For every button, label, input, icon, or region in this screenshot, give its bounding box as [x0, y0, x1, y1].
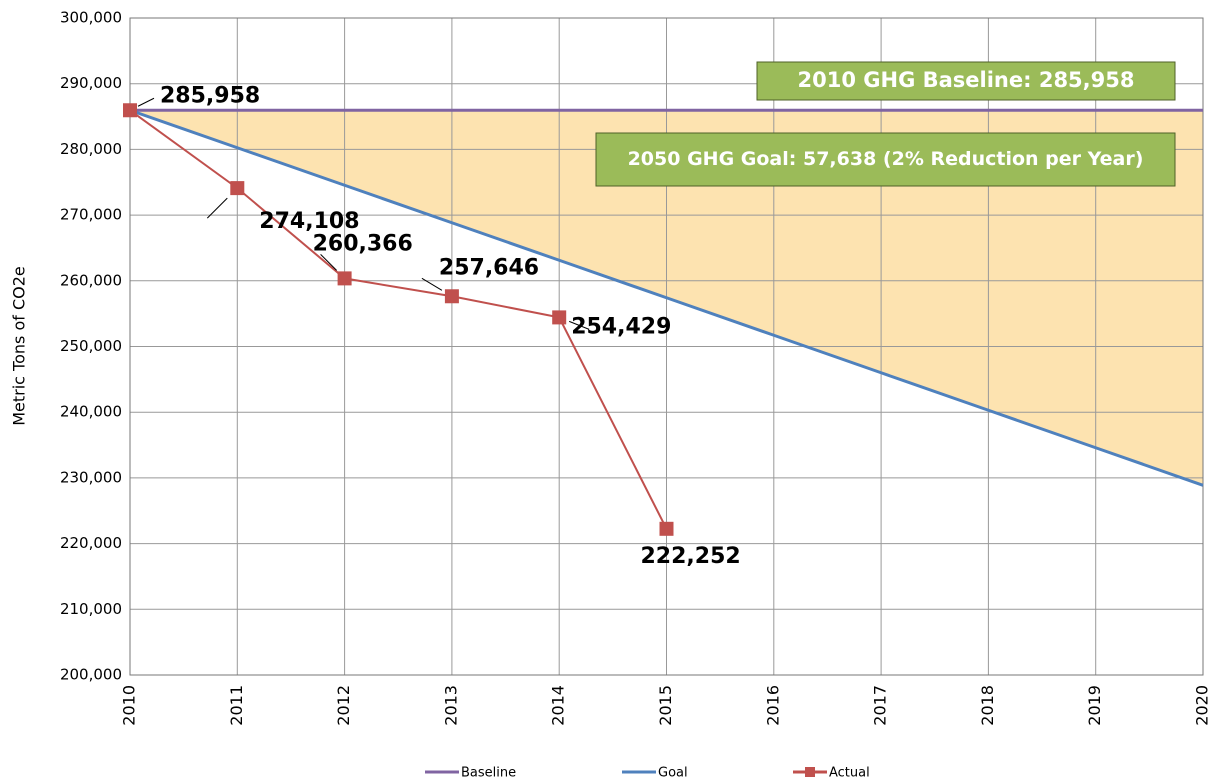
x-tick-label: 2015	[656, 685, 675, 726]
series-line	[129, 109, 668, 530]
annotation-box	[756, 61, 1176, 101]
y-tick-label: 230,000	[60, 468, 122, 486]
y-tick-label: 300,000	[60, 9, 122, 27]
data-point	[659, 521, 674, 536]
annotation-text: 2010 GHG Baseline: 285,958	[798, 68, 1135, 92]
y-tick-label: 280,000	[60, 140, 122, 158]
y-tick-label: 270,000	[60, 206, 122, 224]
data-point	[444, 289, 459, 304]
data-point	[552, 310, 567, 325]
data-label: 254,429	[571, 314, 671, 339]
y-tick-label: 210,000	[60, 600, 122, 618]
y-axis-label: Metric Tons of CO2e	[10, 266, 29, 426]
x-tick-label: 2017	[871, 685, 890, 726]
data-point	[230, 181, 245, 196]
y-tick-label: 250,000	[60, 337, 122, 355]
series-line	[129, 108, 1204, 487]
y-tick-label: 240,000	[60, 403, 122, 421]
y-tick-label: 260,000	[60, 271, 122, 289]
x-tick-label: 2011	[227, 685, 246, 726]
leader-line	[206, 197, 228, 219]
x-tick-label: 2014	[549, 685, 568, 726]
leader-line	[320, 254, 337, 271]
y-tick-label: 200,000	[60, 666, 122, 684]
x-tick-label: 2012	[334, 685, 353, 726]
data-point	[337, 271, 352, 286]
x-tick-label: 2019	[1085, 685, 1104, 726]
leader-line	[421, 277, 443, 291]
data-label: 285,958	[160, 83, 260, 108]
annotation-text: 2050 GHG Goal: 57,638 (2% Reduction per …	[628, 148, 1144, 170]
legend-label: Goal	[658, 766, 688, 781]
data-label: 260,366	[313, 231, 413, 256]
leader-line	[137, 97, 155, 107]
x-tick-label: 2018	[978, 685, 997, 726]
plot-frame	[129, 17, 1204, 676]
y-tick-label: 290,000	[60, 74, 122, 92]
x-tick-label: 2016	[763, 685, 782, 726]
data-point	[123, 103, 137, 118]
data-label: 257,646	[439, 255, 539, 280]
legend-label: Baseline	[461, 766, 516, 781]
data-label: 274,108	[259, 209, 359, 234]
legend-marker	[805, 767, 815, 777]
x-tick-label: 2013	[441, 685, 460, 726]
annotation-box	[595, 132, 1176, 187]
x-tick-label: 2020	[1193, 685, 1212, 726]
data-label: 222,252	[641, 544, 741, 569]
x-tick-label: 2010	[120, 685, 139, 726]
y-tick-label: 220,000	[60, 534, 122, 552]
legend-label: Actual	[829, 766, 870, 781]
leader-line	[569, 320, 590, 330]
